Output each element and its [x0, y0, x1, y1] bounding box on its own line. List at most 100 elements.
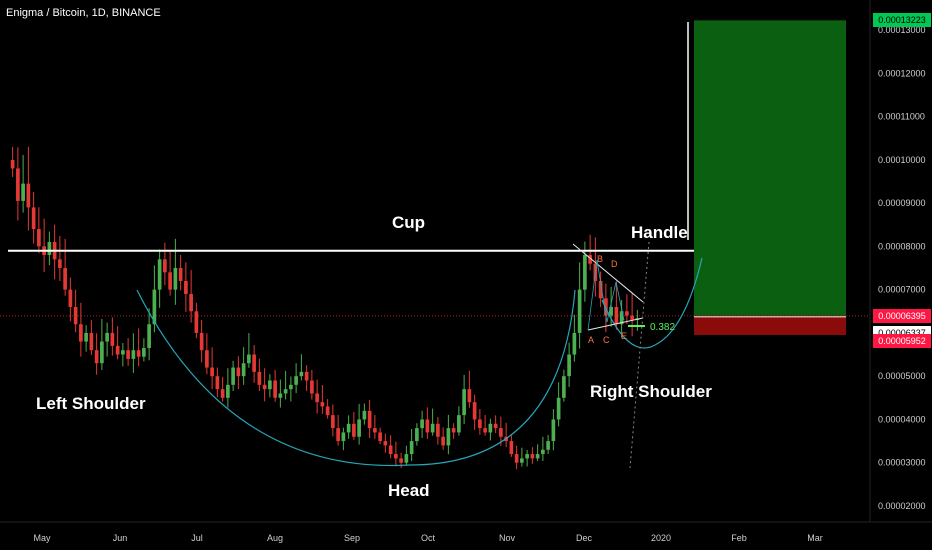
- candle-body: [168, 272, 172, 290]
- time-axis[interactable]: May Jun Jul Aug Sep Oct Nov Dec 2020 Feb Mar: [0, 521, 932, 543]
- candle-body: [194, 311, 199, 333]
- wave-point-label: B: [597, 254, 603, 264]
- candle-body: [425, 419, 430, 433]
- time-tick-label: May: [33, 533, 51, 543]
- candle-body: [567, 354, 571, 377]
- target-price-tag: 0.00013223: [873, 13, 931, 28]
- candle-body: [26, 183, 31, 208]
- candle-body: [278, 393, 283, 398]
- candle-body: [462, 389, 466, 416]
- candle-body: [110, 332, 115, 346]
- candle-body: [598, 280, 603, 299]
- candle-body: [16, 168, 20, 201]
- handle-curve: [601, 257, 703, 349]
- chart-annotations: Cup Handle Left Shoulder Right Shoulder Head…: [36, 213, 712, 500]
- candle-body: [336, 428, 340, 442]
- candle-body: [583, 255, 587, 290]
- candle-body: [535, 454, 540, 459]
- candle-body: [472, 402, 477, 420]
- price-tick-label: 0.00012000: [878, 68, 926, 78]
- price-tick-label: 0.00005000: [878, 371, 926, 381]
- candle-body: [614, 306, 619, 325]
- chart-drawings: [8, 22, 703, 469]
- candle-body: [483, 428, 487, 433]
- candle-body: [173, 268, 178, 290]
- candle-body: [378, 432, 382, 442]
- candle-body: [383, 441, 388, 446]
- candle-body: [388, 445, 393, 455]
- price-tick-label: 0.00007000: [878, 285, 926, 295]
- candle-body: [294, 376, 298, 385]
- candle-body: [47, 242, 52, 256]
- price-tick-label: 0.00011000: [878, 112, 925, 122]
- candle-body: [189, 293, 193, 312]
- time-tick-label: Dec: [576, 533, 593, 543]
- candle-body: [430, 423, 435, 433]
- candle-body: [373, 428, 377, 433]
- candle-body: [257, 371, 262, 385]
- candle-body: [556, 397, 561, 420]
- candle-body: [577, 289, 582, 333]
- price-tick-label: 0.00004000: [878, 414, 926, 424]
- candle-body: [58, 259, 62, 268]
- candle-body: [478, 419, 482, 429]
- candle-body: [630, 315, 634, 320]
- cup-curve: [136, 289, 576, 467]
- candle-body: [31, 207, 36, 230]
- cup-label: Cup: [392, 213, 425, 232]
- candle-body: [226, 384, 230, 398]
- triangle-upper-line: [572, 243, 644, 303]
- candle-body: [394, 454, 398, 459]
- candle-body: [131, 350, 136, 359]
- candle-body: [184, 280, 188, 294]
- candle-body: [331, 415, 335, 429]
- price-tick-label: 0.00008000: [878, 241, 926, 251]
- candle-body: [551, 419, 556, 442]
- candle-body: [220, 389, 225, 398]
- candle-body: [415, 428, 419, 442]
- risk-reward-zones: [0, 20, 870, 335]
- wave-point-label: A: [588, 335, 594, 345]
- candle-body: [10, 159, 15, 169]
- candle-body: [320, 402, 325, 407]
- time-tick-label: 2020: [651, 533, 671, 543]
- candle-body: [362, 410, 367, 420]
- stop-price-tag: 0.00005952: [873, 333, 931, 348]
- candle-body: [126, 350, 130, 359]
- time-tick-label: Oct: [421, 533, 436, 543]
- candle-body: [262, 384, 267, 390]
- candle-body: [205, 350, 209, 368]
- wave-point-label: C: [603, 335, 610, 345]
- candle-body: [467, 389, 472, 403]
- candle-body: [446, 428, 451, 446]
- candle-body: [588, 255, 592, 264]
- candle-body: [530, 454, 535, 459]
- candle-body: [299, 371, 304, 377]
- candle-body: [604, 298, 608, 316]
- candle-body: [68, 289, 73, 307]
- time-tick-label: Jul: [191, 533, 203, 543]
- candle-body: [79, 324, 83, 342]
- candle-body: [609, 306, 613, 316]
- candle-body: [142, 348, 146, 357]
- candle-body: [215, 376, 220, 390]
- candle-body: [121, 350, 125, 355]
- candle-body: [289, 384, 293, 390]
- price-tick-label: 0.00010000: [878, 155, 926, 165]
- candle-body: [404, 454, 409, 463]
- candle-body: [409, 441, 414, 455]
- time-tick-label: Sep: [344, 533, 360, 543]
- time-tick-label: Mar: [807, 533, 823, 543]
- candle-body: [236, 367, 241, 377]
- price-tick-label: 0.00002000: [878, 501, 926, 511]
- candle-body: [509, 441, 514, 455]
- candle-body: [436, 423, 440, 437]
- candle-body: [325, 406, 330, 416]
- candle-body: [105, 332, 109, 342]
- triangle-lower-line: [587, 317, 644, 331]
- candle-body: [572, 332, 577, 355]
- candle-body: [562, 376, 566, 398]
- candle-body: [252, 354, 256, 372]
- candle-body: [273, 380, 277, 398]
